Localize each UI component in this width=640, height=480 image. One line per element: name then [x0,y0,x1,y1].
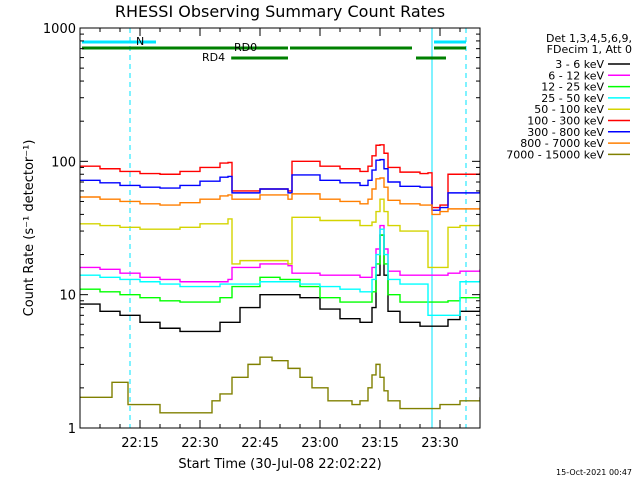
legend-label-4: 50 - 100 keV [534,103,604,116]
y-tick-label-1: 10 [59,289,76,304]
x-tick-label-0: 22:15 [121,436,158,451]
x-tick-label-1: 22:30 [181,436,218,451]
legend-label-8: 7000 - 15000 keV [506,148,604,161]
legend-label-7: 800 - 7000 keV [520,137,604,150]
legend-label-2: 12 - 25 keV [541,81,604,94]
annotation-n-label: N [136,35,144,48]
x-tick-label-4: 23:15 [361,436,398,451]
series-line-3 [80,228,480,317]
y-tick-label-3: 1000 [43,22,76,37]
legend-label-6: 300 - 800 keV [527,126,604,139]
series-line-5 [80,144,480,209]
annotation-rd0-label: RD0 [234,41,257,54]
x-axis-label: Start Time (30-Jul-08 22:02:22) [178,457,381,472]
series-line-1 [80,224,480,283]
legend-label-1: 6 - 12 keV [548,69,604,82]
legend-header-line-1: Det 1,3,4,5,6,9, [546,32,632,45]
series-line-4 [80,198,480,269]
x-tick-label-5: 23:30 [421,436,458,451]
series-line-2 [80,234,480,303]
footer-timestamp: 15-Oct-2021 00:47 [556,468,632,477]
y-tick-label-0: 1 [68,422,76,437]
legend: Det 1,3,4,5,6,9, FDecim 1, Att 0 3 - 6 k… [506,32,632,161]
y-axis-label: Count Rate (s⁻¹ detector⁻¹) [22,140,37,317]
x-tick-label-2: 22:45 [241,436,278,451]
legend-header-line-2: FDecim 1, Att 0 [547,43,632,56]
series-line-0 [80,234,480,333]
chart-title: RHESSI Observing Summary Count Rates [115,2,445,21]
series-line-7 [80,177,480,216]
series-group [80,144,480,414]
legend-label-5: 100 - 300 keV [527,115,604,128]
annotation-rd4-label: RD4 [202,51,225,64]
y-tick-label-2: 100 [51,155,76,170]
legend-label-0: 3 - 6 keV [555,58,604,71]
axes: 1 10 100 1000 22:15 22:30 22:45 23:00 23:15 23:30 [43,22,481,451]
series-line-8 [80,356,480,414]
plot-area: N RD0 RD4 [79,28,480,428]
series-line-6 [80,158,480,211]
x-tick-label-3: 23:00 [301,436,338,451]
legend-label-3: 25 - 50 keV [541,92,604,105]
